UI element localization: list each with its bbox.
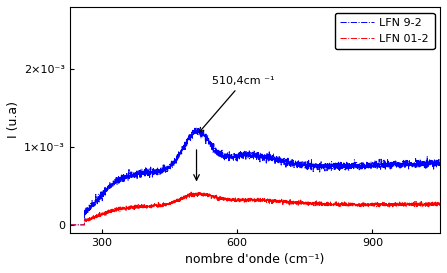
LFN 01-2: [110, 210, 115, 213]
Line: LFN 9-2: LFN 9-2: [70, 127, 440, 225]
LFN 01-2: [430, 202, 435, 205]
LFN 9-2: [131, 176, 137, 179]
X-axis label: nombre d'onde (cm⁻¹): nombre d'onde (cm⁻¹): [186, 253, 325, 266]
LFN 9-2: [194, 126, 199, 129]
Y-axis label: I (u.a): I (u.a): [7, 101, 20, 138]
LFN 01-2: [390, 202, 396, 206]
LFN 01-2: [225, 199, 231, 202]
Line: LFN 01-2: LFN 01-2: [70, 191, 440, 225]
LFN 01-2: [67, 223, 73, 227]
Legend: LFN 9-2, LFN 01-2: LFN 9-2, LFN 01-2: [335, 13, 434, 49]
LFN 01-2: [197, 190, 202, 193]
Text: 510,4cm ⁻¹: 510,4cm ⁻¹: [199, 76, 275, 132]
LFN 9-2: [430, 163, 435, 166]
LFN 9-2: [67, 223, 73, 227]
LFN 9-2: [209, 149, 215, 152]
LFN 9-2: [390, 162, 396, 165]
LFN 9-2: [110, 183, 115, 186]
LFN 9-2: [225, 155, 231, 158]
LFN 01-2: [437, 203, 443, 207]
LFN 01-2: [131, 205, 137, 208]
LFN 01-2: [209, 194, 215, 197]
LFN 9-2: [437, 162, 443, 165]
